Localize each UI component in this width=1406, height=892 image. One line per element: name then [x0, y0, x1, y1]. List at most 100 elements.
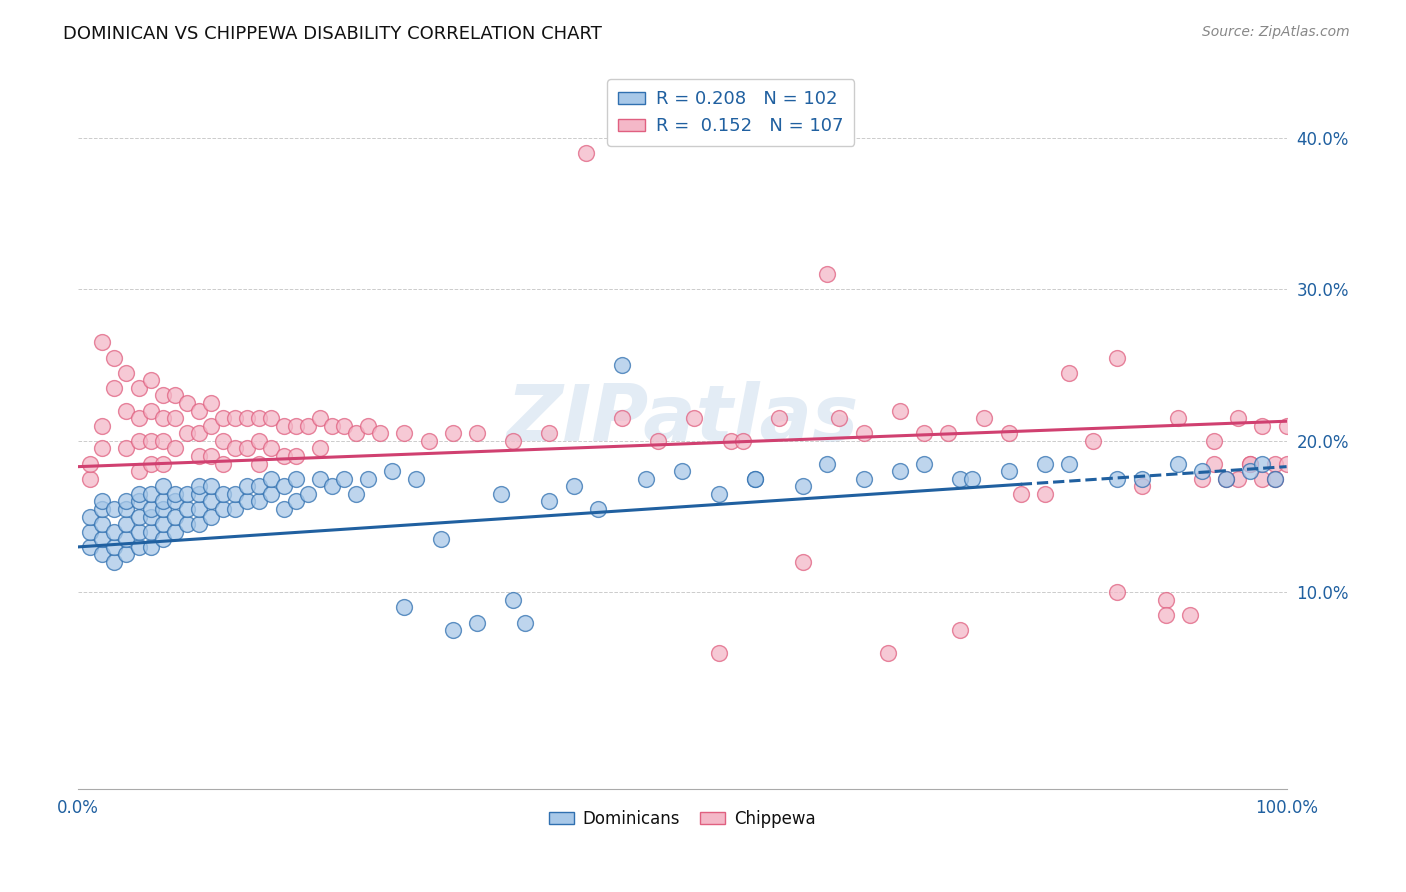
- Point: [489, 487, 512, 501]
- Point: [1263, 457, 1285, 471]
- Point: [188, 449, 211, 463]
- Point: [429, 533, 451, 547]
- Point: [128, 381, 150, 395]
- Point: [152, 533, 174, 547]
- Point: [1275, 418, 1298, 433]
- Point: [308, 472, 330, 486]
- Point: [139, 540, 162, 554]
- Point: [128, 494, 150, 508]
- Point: [1033, 457, 1056, 471]
- Point: [212, 411, 235, 425]
- Point: [912, 426, 935, 441]
- Point: [731, 434, 754, 448]
- Point: [188, 426, 211, 441]
- Point: [273, 449, 295, 463]
- Point: [212, 487, 235, 501]
- Point: [236, 479, 259, 493]
- Point: [1251, 457, 1274, 471]
- Point: [260, 411, 283, 425]
- Legend: Dominicans, Chippewa: Dominicans, Chippewa: [543, 803, 823, 834]
- Point: [91, 494, 114, 508]
- Point: [128, 464, 150, 478]
- Point: [224, 411, 246, 425]
- Point: [212, 502, 235, 516]
- Point: [103, 540, 125, 554]
- Point: [247, 457, 270, 471]
- Point: [247, 494, 270, 508]
- Point: [1239, 464, 1261, 478]
- Point: [152, 411, 174, 425]
- Point: [139, 373, 162, 387]
- Point: [1227, 411, 1250, 425]
- Point: [297, 418, 319, 433]
- Point: [188, 502, 211, 516]
- Point: [610, 358, 633, 372]
- Point: [1130, 472, 1153, 486]
- Point: [538, 426, 561, 441]
- Point: [1204, 434, 1226, 448]
- Point: [792, 555, 814, 569]
- Point: [418, 434, 440, 448]
- Point: [671, 464, 693, 478]
- Point: [212, 457, 235, 471]
- Point: [128, 540, 150, 554]
- Point: [224, 442, 246, 456]
- Point: [1154, 593, 1177, 607]
- Point: [163, 411, 186, 425]
- Text: Source: ZipAtlas.com: Source: ZipAtlas.com: [1202, 25, 1350, 39]
- Point: [1227, 472, 1250, 486]
- Point: [176, 396, 198, 410]
- Point: [188, 487, 211, 501]
- Point: [91, 335, 114, 350]
- Point: [273, 418, 295, 433]
- Point: [163, 442, 186, 456]
- Point: [815, 457, 838, 471]
- Point: [586, 502, 609, 516]
- Text: DOMINICAN VS CHIPPEWA DISABILITY CORRELATION CHART: DOMINICAN VS CHIPPEWA DISABILITY CORRELA…: [63, 25, 602, 43]
- Point: [115, 533, 138, 547]
- Point: [115, 502, 138, 516]
- Point: [200, 396, 222, 410]
- Point: [1191, 464, 1213, 478]
- Point: [962, 472, 984, 486]
- Point: [260, 487, 283, 501]
- Point: [115, 442, 138, 456]
- Point: [163, 388, 186, 402]
- Point: [720, 434, 742, 448]
- Point: [997, 426, 1019, 441]
- Point: [876, 646, 898, 660]
- Point: [405, 472, 427, 486]
- Point: [707, 487, 730, 501]
- Point: [381, 464, 404, 478]
- Point: [1215, 472, 1237, 486]
- Point: [394, 426, 416, 441]
- Point: [333, 472, 356, 486]
- Point: [441, 426, 464, 441]
- Point: [1239, 457, 1261, 471]
- Point: [636, 472, 658, 486]
- Point: [973, 411, 995, 425]
- Point: [889, 464, 911, 478]
- Point: [200, 449, 222, 463]
- Point: [1251, 418, 1274, 433]
- Point: [441, 624, 464, 638]
- Point: [79, 524, 101, 539]
- Point: [188, 517, 211, 532]
- Point: [236, 442, 259, 456]
- Point: [247, 411, 270, 425]
- Point: [139, 457, 162, 471]
- Point: [1010, 487, 1032, 501]
- Point: [200, 494, 222, 508]
- Point: [284, 418, 307, 433]
- Point: [949, 624, 972, 638]
- Point: [610, 411, 633, 425]
- Point: [79, 457, 101, 471]
- Point: [538, 494, 561, 508]
- Point: [1275, 457, 1298, 471]
- Point: [103, 502, 125, 516]
- Point: [163, 494, 186, 508]
- Point: [707, 646, 730, 660]
- Point: [515, 615, 537, 630]
- Point: [103, 524, 125, 539]
- Text: ZIPatlas: ZIPatlas: [506, 381, 859, 457]
